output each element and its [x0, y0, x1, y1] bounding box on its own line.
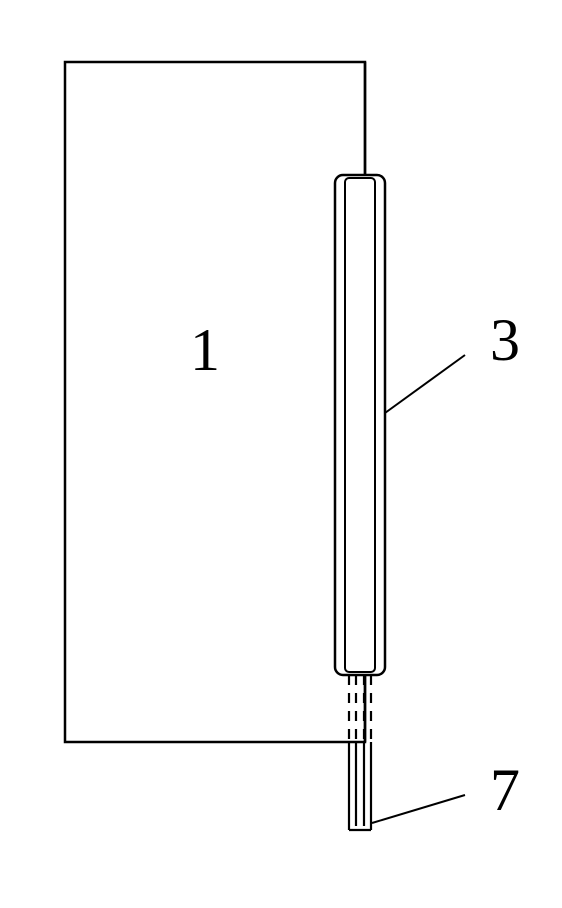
- technical-diagram: 1 3 7: [0, 0, 562, 908]
- body-rect: [65, 62, 365, 742]
- label-3: 3: [490, 307, 520, 373]
- stub-hidden: [349, 675, 371, 742]
- stub-visible: [349, 742, 371, 830]
- tube-outer: [335, 175, 385, 675]
- leader-7: [372, 795, 465, 823]
- label-1: 1: [190, 317, 220, 383]
- label-7: 7: [490, 757, 520, 823]
- leader-3: [385, 355, 465, 413]
